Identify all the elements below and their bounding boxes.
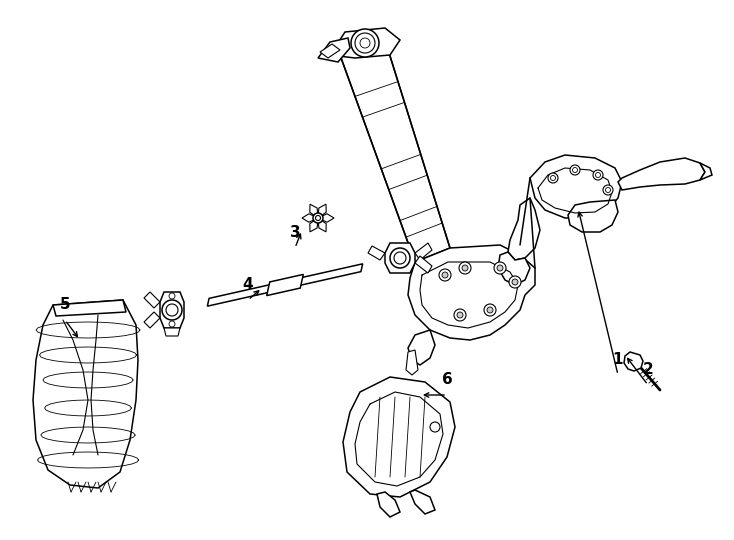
Polygon shape [408, 245, 535, 340]
Circle shape [487, 307, 493, 313]
Polygon shape [53, 300, 126, 316]
Text: 2: 2 [643, 362, 653, 377]
Polygon shape [318, 214, 334, 222]
Polygon shape [302, 214, 318, 222]
Circle shape [313, 213, 323, 223]
Polygon shape [568, 200, 618, 232]
Circle shape [593, 170, 603, 180]
Circle shape [484, 304, 496, 316]
Polygon shape [385, 243, 415, 273]
Polygon shape [406, 350, 418, 375]
Text: 1: 1 [613, 352, 623, 367]
Circle shape [497, 265, 503, 271]
Text: 6: 6 [442, 372, 452, 387]
Polygon shape [144, 312, 160, 328]
Polygon shape [318, 38, 350, 62]
Polygon shape [415, 243, 432, 260]
Polygon shape [377, 492, 400, 517]
Circle shape [442, 272, 448, 278]
Circle shape [351, 29, 379, 57]
Polygon shape [318, 218, 326, 232]
Circle shape [548, 173, 558, 183]
Polygon shape [266, 274, 303, 295]
Text: 4: 4 [243, 277, 253, 292]
Circle shape [570, 165, 580, 175]
Polygon shape [410, 490, 435, 514]
Circle shape [462, 265, 468, 271]
Polygon shape [33, 300, 138, 488]
Polygon shape [330, 28, 400, 58]
Circle shape [454, 309, 466, 321]
Polygon shape [160, 292, 184, 328]
Polygon shape [498, 252, 530, 285]
Circle shape [512, 279, 518, 285]
Polygon shape [508, 198, 540, 260]
Polygon shape [408, 330, 435, 365]
Polygon shape [415, 256, 432, 273]
Circle shape [457, 312, 463, 318]
Polygon shape [340, 40, 450, 262]
Polygon shape [624, 352, 643, 371]
Circle shape [603, 185, 613, 195]
Circle shape [430, 422, 440, 432]
Polygon shape [343, 377, 455, 497]
Polygon shape [164, 328, 180, 336]
Text: 5: 5 [59, 297, 70, 312]
Circle shape [439, 269, 451, 281]
Polygon shape [207, 264, 363, 306]
Polygon shape [530, 155, 622, 218]
Polygon shape [368, 246, 385, 260]
Polygon shape [310, 218, 318, 232]
Polygon shape [320, 44, 340, 58]
Polygon shape [318, 204, 326, 218]
Circle shape [509, 276, 521, 288]
Polygon shape [144, 292, 160, 308]
Circle shape [390, 248, 410, 268]
Circle shape [459, 262, 471, 274]
Polygon shape [700, 163, 712, 180]
Polygon shape [618, 158, 705, 190]
Circle shape [494, 262, 506, 274]
Circle shape [162, 300, 182, 320]
Polygon shape [310, 204, 318, 218]
Text: 3: 3 [290, 225, 300, 240]
